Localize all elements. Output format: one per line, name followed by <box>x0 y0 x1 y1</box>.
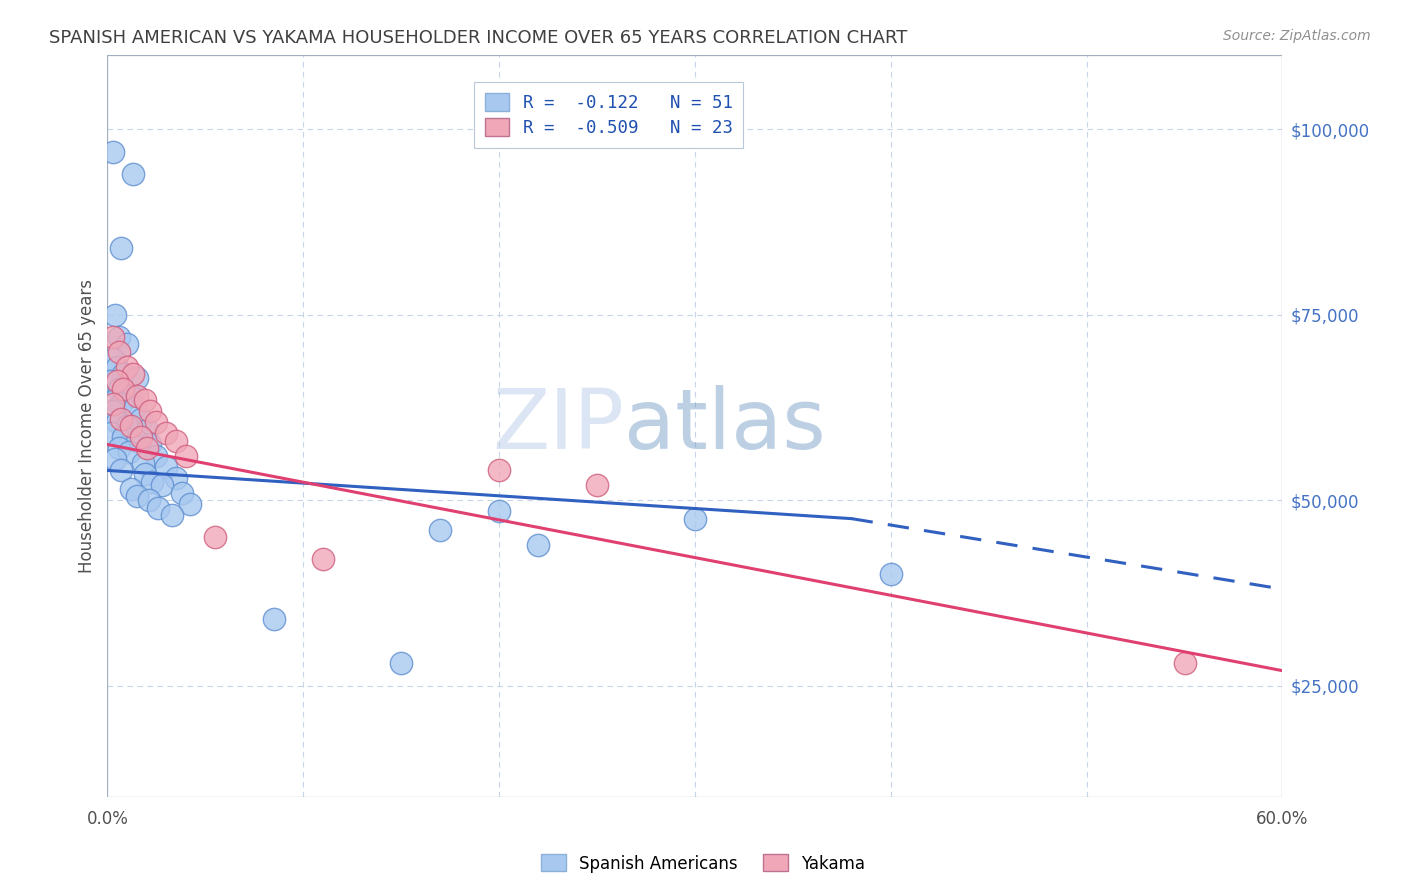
Point <box>114 385 136 400</box>
Point <box>120 419 142 434</box>
Point <box>134 392 156 407</box>
Point <box>124 401 146 415</box>
Point <box>125 434 148 448</box>
Point <box>104 452 127 467</box>
Point <box>112 430 135 444</box>
Text: ZIP: ZIP <box>492 385 624 467</box>
Point <box>683 511 706 525</box>
Point <box>121 367 143 381</box>
Point <box>880 567 903 582</box>
Point <box>104 392 127 407</box>
Point <box>115 337 138 351</box>
Point <box>586 478 609 492</box>
Point <box>104 308 127 322</box>
Point <box>527 538 550 552</box>
Point <box>488 504 510 518</box>
Point <box>110 241 132 255</box>
Point <box>138 493 160 508</box>
Point <box>155 459 177 474</box>
Text: atlas: atlas <box>624 385 827 467</box>
Point <box>103 145 125 159</box>
Point <box>131 456 153 470</box>
Point <box>134 467 156 482</box>
Point <box>165 471 187 485</box>
Point <box>121 167 143 181</box>
Point <box>204 530 226 544</box>
Point <box>115 359 138 374</box>
Text: Source: ZipAtlas.com: Source: ZipAtlas.com <box>1223 29 1371 43</box>
Legend: R =  -0.122   N = 51, R =  -0.509   N = 23: R = -0.122 N = 51, R = -0.509 N = 23 <box>474 82 744 148</box>
Point <box>108 330 131 344</box>
Point <box>110 397 132 411</box>
Point <box>488 463 510 477</box>
Point <box>150 478 173 492</box>
Text: SPANISH AMERICAN VS YAKAMA HOUSEHOLDER INCOME OVER 65 YEARS CORRELATION CHART: SPANISH AMERICAN VS YAKAMA HOUSEHOLDER I… <box>49 29 908 46</box>
Point <box>174 449 197 463</box>
Y-axis label: Householder Income Over 65 years: Householder Income Over 65 years <box>79 279 96 573</box>
Point <box>112 382 135 396</box>
Point <box>141 475 163 489</box>
Point <box>115 419 138 434</box>
Point <box>179 497 201 511</box>
Point <box>155 426 177 441</box>
Point <box>103 397 125 411</box>
Point <box>139 404 162 418</box>
Point <box>120 389 142 403</box>
Point <box>105 359 128 374</box>
Point <box>110 411 132 425</box>
Point <box>108 382 131 396</box>
Legend: Spanish Americans, Yakama: Spanish Americans, Yakama <box>534 847 872 880</box>
Point <box>120 482 142 496</box>
Point <box>105 415 128 429</box>
Point <box>148 500 170 515</box>
Point <box>135 441 157 455</box>
Point <box>139 437 162 451</box>
Point <box>160 508 183 522</box>
Point <box>125 370 148 384</box>
Point <box>1173 657 1195 671</box>
Point <box>125 489 148 503</box>
Point <box>135 423 157 437</box>
Point <box>129 411 152 425</box>
Point <box>165 434 187 448</box>
Point <box>103 330 125 344</box>
Point <box>108 441 131 455</box>
Point <box>103 404 125 418</box>
Point <box>110 463 132 477</box>
Point <box>145 415 167 429</box>
Point <box>100 426 122 441</box>
Point <box>429 523 451 537</box>
Point <box>118 445 141 459</box>
Point <box>112 367 135 381</box>
Point <box>145 449 167 463</box>
Point <box>103 352 125 367</box>
Point <box>170 485 193 500</box>
Point <box>129 430 152 444</box>
Point <box>125 389 148 403</box>
Point <box>389 657 412 671</box>
Point <box>108 344 131 359</box>
Point <box>263 612 285 626</box>
Point <box>100 375 122 389</box>
Point <box>105 375 128 389</box>
Point <box>312 552 335 566</box>
